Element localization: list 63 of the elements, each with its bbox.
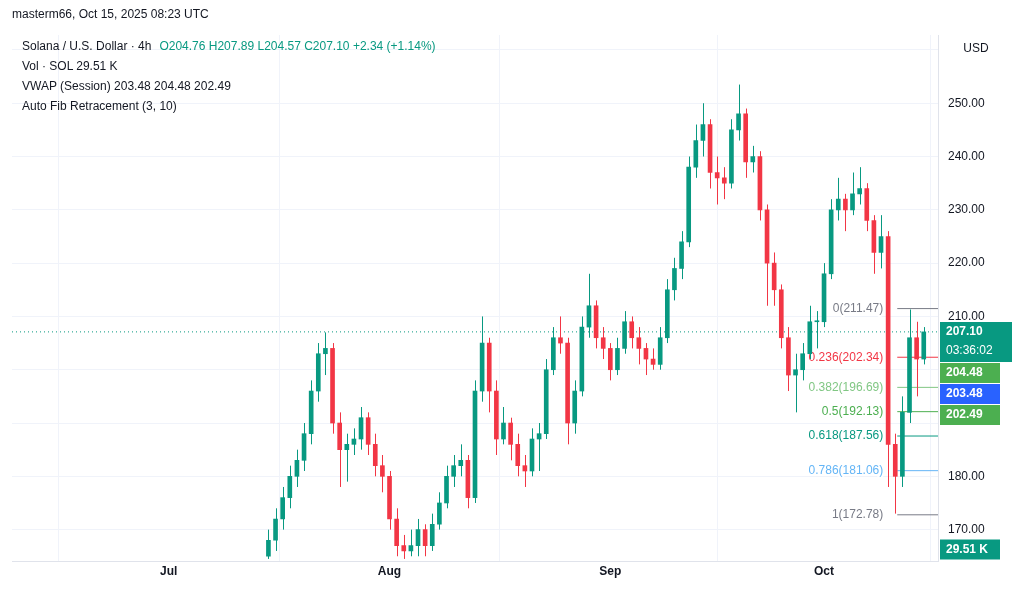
candlestick: [615, 337, 620, 376]
annotation: VWAP (Session) 203.48 204.48 202.49: [22, 79, 232, 94]
y-tick-label: 230.00: [948, 202, 986, 217]
text: 202.49: [946, 407, 984, 422]
x-tick-label: Oct: [814, 564, 835, 579]
y-tick-label: 170.00: [948, 521, 986, 536]
candlestick: [451, 454, 456, 488]
candlestick: [800, 342, 805, 381]
candlestick: [429, 513, 435, 552]
chart-subtitle: O204.76 H207.89 L204.57 C207.10 +2.34 (+1.14%): [159, 39, 436, 54]
candlestick: [372, 433, 378, 477]
annotation: Auto Fib Retracement (3, 10): [22, 99, 177, 114]
candlestick: [458, 443, 464, 477]
annotation: Vol · SOL 29.51 K: [22, 59, 118, 74]
ref-line-label: 0(211.47): [832, 300, 884, 315]
candlestick: [672, 257, 677, 301]
candlestick: [714, 156, 720, 205]
ref-line-label: 0.236(202.34): [808, 349, 884, 364]
candlestick: [636, 326, 642, 365]
candlestick: [344, 433, 350, 483]
chart-title: Solana / U.S. Dollar · 4h: [22, 39, 152, 54]
x-tick-label: Sep: [599, 564, 622, 579]
candlestick: [287, 465, 293, 509]
candlestick: [508, 417, 513, 461]
candlestick: [266, 529, 271, 560]
candlestick: [850, 172, 855, 216]
candlestick: [380, 454, 385, 493]
text: 03:36:02: [946, 343, 994, 358]
candlestick: [608, 342, 613, 381]
text: 204.48: [946, 365, 984, 380]
candlestick: [857, 166, 862, 205]
candlestick: [843, 193, 848, 232]
candlestick: [273, 507, 278, 552]
ref-line-label: 0.382(196.69): [808, 379, 884, 394]
y-tick-label: 250.00: [948, 95, 986, 110]
y-tick-label: 180.00: [948, 468, 986, 483]
candlestick: [437, 491, 442, 531]
y-tick-label: 240.00: [948, 148, 986, 163]
y-tick-label: 210.00: [948, 308, 986, 323]
text: USD: [963, 41, 989, 56]
candlestick: [721, 166, 727, 200]
candlestick: [280, 486, 286, 531]
candlestick: [401, 534, 407, 560]
text: masterm66, Oct 15, 2025 08:23 UTC: [12, 7, 210, 22]
candlestick: [793, 353, 798, 413]
ref-line-label: 0.786(181.06): [808, 462, 884, 477]
x-tick-label: Jul: [160, 564, 178, 579]
ref-line-label: 0.618(187.56): [808, 428, 884, 443]
candlestick: [736, 84, 741, 142]
text: 203.48: [946, 386, 984, 401]
candlestick: [515, 433, 521, 477]
x-tick-label: Aug: [377, 564, 402, 579]
candlestick: [750, 145, 756, 174]
ref-line-label: 0.5(192.13): [821, 403, 884, 418]
ref-line-label: 1(172.78): [831, 507, 884, 522]
ref-line-label: 207.10: [946, 324, 984, 339]
candlestick: [600, 326, 606, 360]
candlestick: [501, 406, 506, 445]
candlestick: [629, 315, 635, 349]
candlestick: [835, 177, 841, 221]
candlestick: [558, 315, 563, 355]
text: 29.51 K: [946, 541, 989, 556]
y-tick-label: 220.00: [948, 255, 986, 270]
